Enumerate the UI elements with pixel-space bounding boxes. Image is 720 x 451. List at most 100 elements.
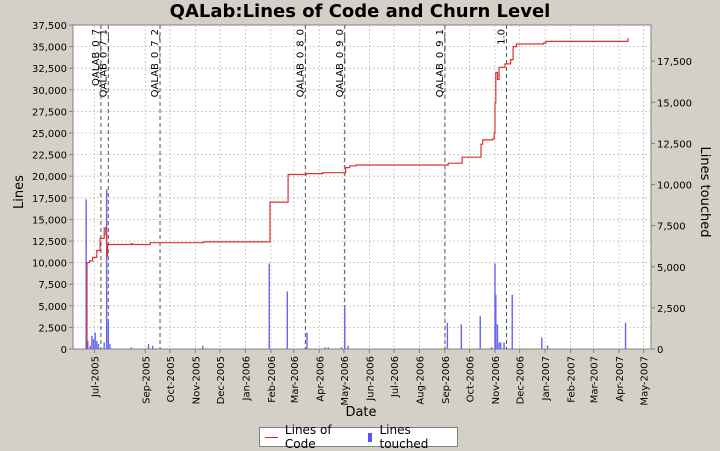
x-axis-label: Date [345, 405, 376, 420]
x-tick-label: Sep-2005 [141, 356, 152, 404]
x-tick-label: Dec-2006 [516, 356, 527, 404]
churn-bar [460, 324, 463, 349]
x-tick-label: Nov-2006 [491, 356, 502, 404]
plot-background [72, 24, 652, 350]
churn-bar [107, 322, 110, 349]
x-tick-label: Oct-2006 [466, 356, 477, 402]
chart-title: QALab:Lines of Code and Churn Level [169, 1, 551, 22]
churn-bar [151, 345, 154, 349]
x-axis: Jul-2005 Sep-2005 Oct-2005 Nov-2005 Dec-2005… [90, 349, 651, 406]
churn-bar [494, 263, 496, 349]
y2-tick-label: 17,500 [657, 57, 692, 68]
churn-bar [498, 342, 500, 349]
y-tick-label: 25,000 [32, 129, 67, 140]
churn-bar [97, 344, 100, 349]
churn-bar [268, 263, 270, 349]
y2-tick-label: 10,000 [657, 181, 692, 192]
x-tick-label: Feb-2006 [267, 356, 278, 403]
x-tick-label: Jul-2005 [90, 356, 101, 398]
release-marker-label: QALAB_0_7_1 [98, 29, 109, 97]
y-tick-label: 30,000 [32, 86, 67, 97]
churn-bar [94, 332, 96, 349]
churn-bar [109, 344, 111, 349]
x-tick-label: Apr-2006 [315, 356, 326, 402]
y2-tick-label: 12,500 [657, 139, 692, 150]
churn-bar [496, 324, 499, 349]
churn-bar [503, 342, 505, 349]
churn-bar [103, 342, 105, 349]
churn-bar [347, 345, 349, 349]
y-axis: 0 2,500 5,000 7,500 10,000 12,500 15,000 17,500… [32, 21, 73, 356]
x-tick-label: Aug-2006 [415, 356, 426, 405]
y-tick-label: 2,500 [38, 323, 67, 334]
y2-tick-label: 2,500 [657, 304, 686, 315]
y-tick-label: 10,000 [32, 259, 67, 270]
x-tick-label: Jul-2006 [390, 356, 401, 398]
x-tick-label: Jan-2006 [241, 356, 252, 401]
release-marker-label: QALAB_0_9_1 [435, 29, 446, 97]
churn-bar [147, 344, 150, 349]
y-tick-label: 32,500 [32, 64, 67, 75]
y-axis-label: Lines [12, 175, 27, 209]
y2-tick-label: 15,000 [657, 98, 692, 109]
churn-bar [96, 340, 98, 349]
legend-bar-swatch [367, 432, 373, 442]
legend-loc-label: Lines of Code [284, 423, 332, 451]
churn-bar [92, 339, 95, 349]
y-tick-label: 15,000 [32, 215, 67, 226]
churn-bar [105, 189, 108, 349]
y2-tick-label: 5,000 [657, 263, 686, 274]
y-tick-label: 27,500 [32, 107, 67, 118]
x-tick-label: Jun-2006 [365, 356, 376, 402]
y-tick-label: 35,000 [32, 43, 67, 54]
legend-churn-label: Lines touched [379, 423, 429, 451]
x-tick-label: Oct-2005 [166, 356, 177, 402]
y2-axis: 0 2,500 5,000 7,500 10,000 12,500 15,000 17,500 [651, 57, 692, 356]
x-tick-label: Jan-2007 [541, 356, 552, 401]
churn-bar [511, 294, 513, 349]
legend: Lines of Code Lines touched [259, 423, 458, 451]
release-marker-label: 1.0 [497, 29, 508, 45]
y-tick-label: 37,500 [32, 21, 67, 32]
loc-line [86, 38, 629, 349]
churn-bar [286, 291, 288, 349]
legend-line-swatch [265, 436, 278, 438]
release-marker-label: QALAB_0_7 [91, 29, 102, 86]
x-tick-label: Feb-2007 [567, 356, 578, 403]
release-marker-label: QALAB_0_8_0 [295, 29, 306, 97]
churn-bar [500, 342, 502, 349]
churn-bar [546, 345, 549, 349]
x-tick-label: Nov-2005 [191, 356, 202, 404]
gridlines [73, 25, 651, 349]
churn-bar [340, 347, 343, 349]
churn-bar [541, 337, 543, 349]
x-tick-label: Dec-2005 [216, 356, 227, 404]
x-tick-label: Mar-2006 [290, 356, 301, 403]
churn-bar [446, 322, 449, 349]
y-tick-label: 7,500 [38, 280, 67, 291]
x-tick-label: Mar-2007 [590, 356, 601, 403]
release-marker-label: QALAB_0_7_2 [150, 29, 161, 97]
y-tick-label: 20,000 [32, 172, 67, 183]
churn-bar [130, 347, 132, 349]
y2-axis-label: Lines touched [697, 147, 712, 238]
churn-bar [327, 347, 330, 349]
loc-series-line [86, 38, 629, 349]
churn-bar [344, 307, 346, 349]
churn-bar [479, 316, 481, 349]
churn-bar [87, 340, 89, 349]
release-marker-label: QALAB_0_9_0 [335, 29, 346, 97]
x-tick-label: Sep-2006 [441, 356, 452, 404]
churn-bar [324, 347, 326, 349]
x-tick-label: May-2007 [640, 356, 651, 406]
churn-bar [85, 199, 87, 349]
churn-bar [306, 332, 308, 349]
y2-tick-label: 7,500 [657, 222, 686, 233]
churn-bar [495, 294, 497, 349]
churn-bar [91, 335, 93, 349]
churn-bar [202, 345, 204, 349]
churn-bar [624, 322, 627, 349]
y-tick-label: 22,500 [32, 151, 67, 162]
